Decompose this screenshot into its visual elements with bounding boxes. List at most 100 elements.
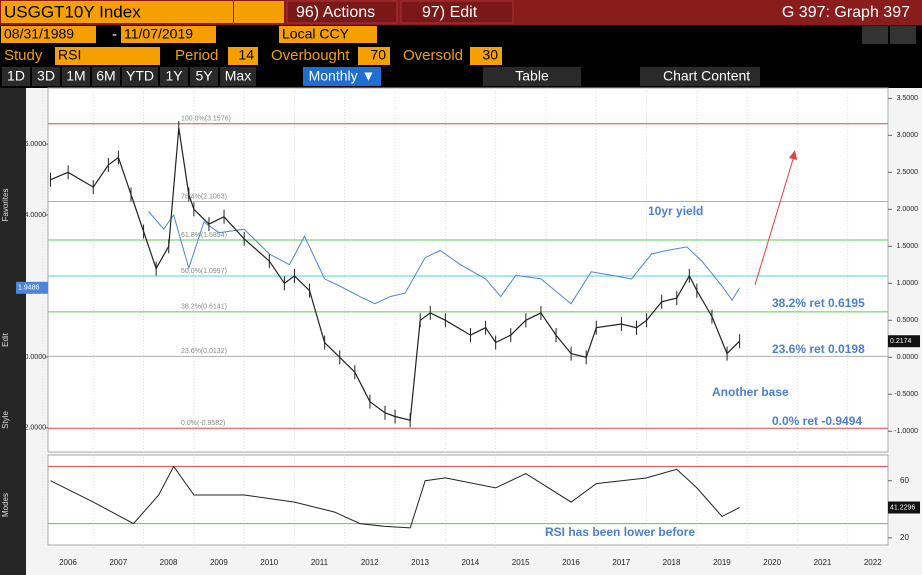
overbought: 70 [370,47,386,63]
oversold-field[interactable] [470,47,502,65]
right-tick-label: 0.0000 [897,354,919,361]
chart-content-button[interactable] [640,67,760,86]
yield-last: 1.9486 [18,285,40,292]
ticker-field[interactable] [1,1,233,23]
date-separator: - [112,26,117,43]
rsi-last: 41.2296 [890,504,915,511]
period-label: 1D [7,68,25,84]
currency-field[interactable] [279,26,377,43]
x-tick-label: 2007 [109,558,127,567]
start-date: 08/31/1989 [4,26,74,42]
x-tick-label: 2016 [562,558,580,567]
period-label: 1M [66,68,85,84]
rsi-panel [47,454,889,546]
right-tick-label: -1.0000 [894,428,918,435]
rsi-last-box [888,501,920,514]
frequency-button[interactable] [303,67,381,86]
price-last: 0.2174 [890,338,912,345]
ticker: USGGT10Y Index [4,2,141,21]
rsi-tick-label: 20 [900,533,909,542]
graph-name: G 397: Graph 397 [782,4,910,21]
ticker-dropdown[interactable] [234,1,284,23]
price-panel [47,87,889,453]
overbought-field[interactable] [358,47,390,65]
fib-label: 0.0%(-0.9582) [181,420,225,427]
x-tick-label: 2018 [663,558,681,567]
arrow [754,155,795,286]
sidebar-label: Style [1,411,10,429]
x-tick-label: 2008 [160,558,178,567]
period-button[interactable] [2,67,30,86]
end-date-field[interactable] [121,26,216,43]
x-tick-label: 2021 [814,558,832,567]
right-tick-label: 1.5000 [897,243,919,250]
actions-button[interactable] [286,0,398,24]
annotation: 23.6% ret 0.0198 [772,342,865,356]
period-button[interactable] [32,67,60,86]
fib-label: 61.8%(1.5854) [181,232,227,239]
toolbar: 1D 3D 1M 6M YTD 1Y 5Y Max Monthly ▼ [2,67,381,86]
table-button[interactable] [483,67,581,86]
right-tick-label: -0.5000 [894,391,918,398]
left-tick-label: 0.0000 [25,354,47,361]
sidebar-label: Edit [1,332,10,347]
edit: 97) Edit [422,4,478,21]
period-label: 5Y [195,68,213,84]
rsi-tick-label: 60 [900,476,909,485]
x-tick-label: 2020 [763,558,781,567]
annotation: 10yr yield [648,204,703,218]
sidebar-label: Modes [1,493,10,517]
period-button[interactable] [220,67,256,86]
undo-button[interactable] [862,26,888,44]
study-field[interactable] [55,47,160,65]
x-tick-label: 2015 [512,558,530,567]
right-tick-label: 0.5000 [897,317,919,324]
table: Table [515,68,549,84]
period-button[interactable] [190,67,218,86]
period-label: 1Y [165,68,183,84]
right-tick-label: 2.5000 [897,169,919,176]
x-tick-label: 2017 [612,558,630,567]
period-label: 3D [37,68,55,84]
study-name: RSI [58,47,81,63]
rsi-line [50,465,740,529]
frequency: Monthly ▼ [309,68,376,84]
fib-label: 50.0%(1.0997) [181,268,227,275]
fib-label: 100.0%(3.1576) [181,116,231,123]
currency: Local CCY [282,26,350,42]
x-tick-label: 2012 [361,558,379,567]
right-tick-label: 1.0000 [897,280,919,287]
left-tick-label: 6.0000 [25,141,47,148]
fib-label: 23.6%(0.0132) [181,348,227,355]
sidebar-label: Favorites [1,189,10,222]
period-label: YTD [126,68,154,84]
x-tick-label: 2009 [210,558,228,567]
left-tick-label: 4.0000 [25,212,47,219]
actions: 96) Actions [296,4,375,21]
yield-line [148,211,741,305]
annotation: 38.2% ret 0.6195 [772,296,865,310]
redo-button[interactable] [890,26,916,44]
fib-label: 38.2%(0.6141) [181,304,227,311]
period-button[interactable] [122,67,158,86]
chart: 2006 2007 2008 2009 2010 2011 2012 2013 2014 2015… [16,87,920,567]
period-button[interactable] [92,67,120,86]
period-field[interactable] [228,47,258,65]
period: 14 [238,47,254,63]
x-tick-label: 2010 [260,558,278,567]
period-button[interactable] [62,67,90,86]
arrow-head [789,150,797,160]
annotation: 0.0% ret -0.9494 [772,414,862,428]
chart-content: Chart Content [663,68,750,84]
sidebar [0,88,26,575]
study-label: Study [4,47,43,64]
annotation: Another base [712,385,789,399]
period-label: 6M [96,68,115,84]
edit-button[interactable] [400,0,514,24]
x-tick-label: 2011 [311,558,329,567]
start-date-field[interactable] [1,26,96,43]
price-last-box [888,335,920,348]
oversold-label: Oversold [403,47,463,64]
period-button[interactable] [160,67,188,86]
